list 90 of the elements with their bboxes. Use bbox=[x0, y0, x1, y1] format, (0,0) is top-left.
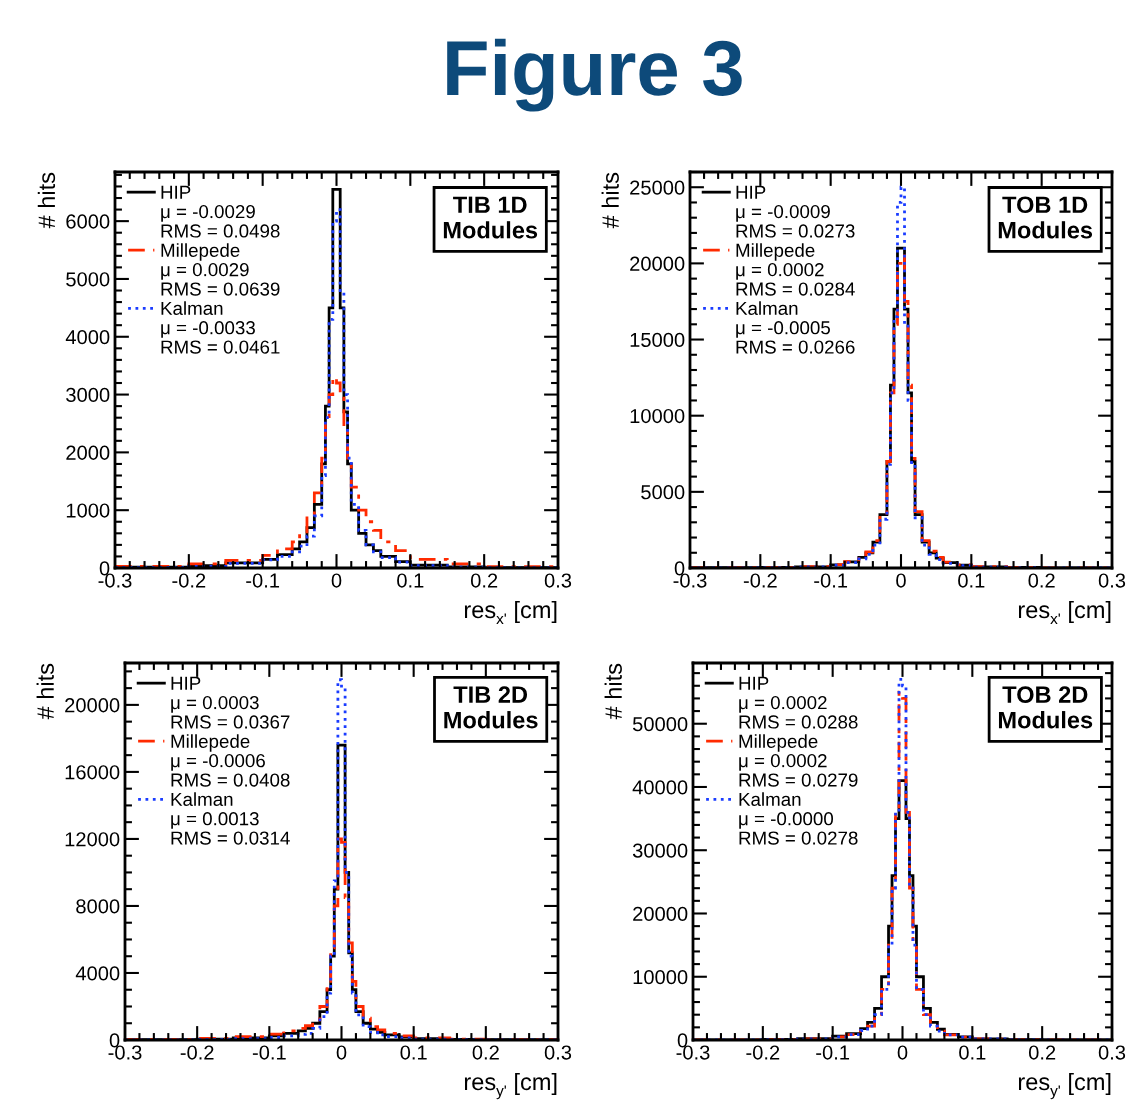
chart-title: Figure 3 bbox=[447, 38, 742, 112]
x-tick-label: 0.2 bbox=[1028, 1045, 1056, 1060]
x-tick-label: 0.2 bbox=[1028, 573, 1055, 588]
y-tick-label: 40000 bbox=[632, 780, 688, 795]
annotation: TOB 1D Modules bbox=[998, 196, 1093, 239]
legend-label: Kalman bbox=[739, 792, 801, 807]
annotation: RMS = 0.0266 bbox=[736, 340, 855, 354]
annotation: RMS = 0.0639 bbox=[161, 282, 280, 296]
x-tick-label: -0.1 bbox=[814, 573, 848, 588]
legend-label: Millepede bbox=[161, 243, 240, 261]
legend-label: Kalman bbox=[736, 301, 798, 316]
y-axis-title: # hits bbox=[601, 172, 619, 229]
legend-label: Millepede bbox=[739, 734, 818, 752]
legend-label: HIP bbox=[161, 185, 191, 199]
y-axis-title: # hits bbox=[36, 663, 54, 720]
annotation: RMS = 0.0408 bbox=[171, 773, 290, 787]
annotation: RMS = 0.0288 bbox=[739, 715, 858, 729]
y-tick-label: 10000 bbox=[630, 408, 685, 424]
x-tick-label: 0.3 bbox=[1098, 1045, 1126, 1060]
y-tick-label: 25000 bbox=[630, 180, 685, 195]
annotation: μ = -0.0033 bbox=[161, 321, 255, 338]
y-tick-label: 50000 bbox=[632, 716, 688, 732]
y-tick-label: 15000 bbox=[630, 332, 685, 348]
annotation: RMS = 0.0314 bbox=[171, 831, 290, 845]
annotation: μ = 0.0013 bbox=[171, 812, 259, 829]
y-tick-label: 4000 bbox=[75, 966, 120, 981]
legend-label: Kalman bbox=[161, 301, 223, 316]
y-tick-label: 5000 bbox=[66, 272, 110, 287]
legend-label: HIP bbox=[736, 185, 766, 199]
x-tick-label: 0.3 bbox=[544, 573, 572, 588]
legend-label: Millepede bbox=[171, 734, 250, 752]
legend-label: HIP bbox=[171, 676, 201, 690]
annotation: RMS = 0.0498 bbox=[161, 224, 280, 238]
y-tick-label: 30000 bbox=[632, 843, 688, 858]
y-tick-label: 6000 bbox=[66, 214, 110, 229]
x-tick-label: 0.1 bbox=[400, 1045, 427, 1060]
y-tick-label: 3000 bbox=[66, 387, 110, 403]
annotation: RMS = 0.0278 bbox=[739, 831, 858, 845]
y-tick-label: 16000 bbox=[65, 765, 120, 780]
x-tick-label: -0.2 bbox=[172, 573, 206, 588]
annotation: TOB 2D Modules bbox=[998, 686, 1093, 729]
x-tick-label: -0.2 bbox=[746, 1045, 780, 1060]
y-tick-label: 12000 bbox=[65, 832, 120, 847]
x-tick-label: 0.3 bbox=[544, 1045, 572, 1060]
annotation: RMS = 0.0461 bbox=[161, 340, 280, 354]
x-tick-label: 0.1 bbox=[958, 573, 985, 588]
x-tick-label: 0.2 bbox=[470, 573, 498, 588]
x-tick-label: -0.2 bbox=[180, 1045, 214, 1060]
x-tick-label: 0.1 bbox=[959, 1045, 986, 1060]
y-axis-title: # hits bbox=[37, 172, 56, 229]
x-tick-label: 0.2 bbox=[472, 1045, 499, 1060]
y-tick-label: 5000 bbox=[641, 485, 685, 500]
y-tick-label: 8000 bbox=[76, 899, 120, 914]
y-axis-title: # hits bbox=[604, 663, 622, 720]
annotation: RMS = 0.0279 bbox=[739, 773, 858, 787]
annotation: μ = -0.0009 bbox=[736, 204, 830, 222]
x-tick-label: 0.3 bbox=[1098, 573, 1126, 588]
annotation: TIB 1D Modules bbox=[443, 196, 538, 239]
y-tick-label: 1000 bbox=[66, 503, 110, 518]
annotation: RMS = 0.0284 bbox=[736, 282, 855, 296]
legend-label: HIP bbox=[739, 676, 769, 690]
annotation: μ = -0.0005 bbox=[736, 321, 830, 338]
annotation: TIB 2D Modules bbox=[444, 686, 538, 729]
x-tick-label: -0.1 bbox=[816, 1045, 850, 1060]
y-tick-label: 10000 bbox=[633, 969, 688, 985]
y-tick-label: 20000 bbox=[630, 256, 685, 271]
x-tick-label: -0.2 bbox=[743, 573, 777, 588]
legend-label: Kalman bbox=[171, 792, 233, 807]
y-tick-label: 20000 bbox=[633, 906, 688, 921]
y-tick-label: 20000 bbox=[65, 698, 120, 713]
annotation: μ = -0.0000 bbox=[739, 812, 834, 829]
x-tick-label: 0.1 bbox=[397, 573, 424, 588]
x-tick-label: 0 bbox=[336, 1045, 347, 1060]
x-tick-label: 0 bbox=[331, 573, 342, 588]
annotation: RMS = 0.0273 bbox=[736, 224, 855, 238]
annotation: μ = 0.0003 bbox=[171, 695, 259, 713]
y-tick-label: 4000 bbox=[65, 329, 110, 345]
annotation: μ = 0.0002 bbox=[739, 695, 827, 713]
annotation: μ = 0.0002 bbox=[736, 263, 824, 280]
annotation: μ = -0.0006 bbox=[171, 754, 265, 771]
annotation: μ = -0.0029 bbox=[161, 204, 255, 222]
x-tick-label: -0.1 bbox=[246, 573, 280, 588]
annotation: RMS = 0.0367 bbox=[171, 715, 290, 729]
annotation: μ = 0.0002 bbox=[739, 754, 827, 771]
x-tick-label: -0.1 bbox=[252, 1045, 286, 1060]
x-tick-label: 0 bbox=[896, 573, 906, 588]
x-tick-label: 0 bbox=[897, 1045, 908, 1060]
legend-label: Millepede bbox=[736, 243, 815, 261]
y-tick-label: 2000 bbox=[66, 445, 110, 460]
annotation: μ = 0.0029 bbox=[161, 263, 249, 280]
